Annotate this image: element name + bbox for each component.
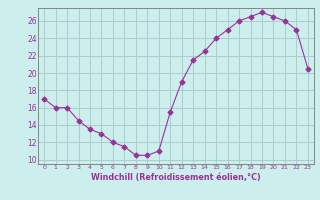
X-axis label: Windchill (Refroidissement éolien,°C): Windchill (Refroidissement éolien,°C) (91, 173, 261, 182)
